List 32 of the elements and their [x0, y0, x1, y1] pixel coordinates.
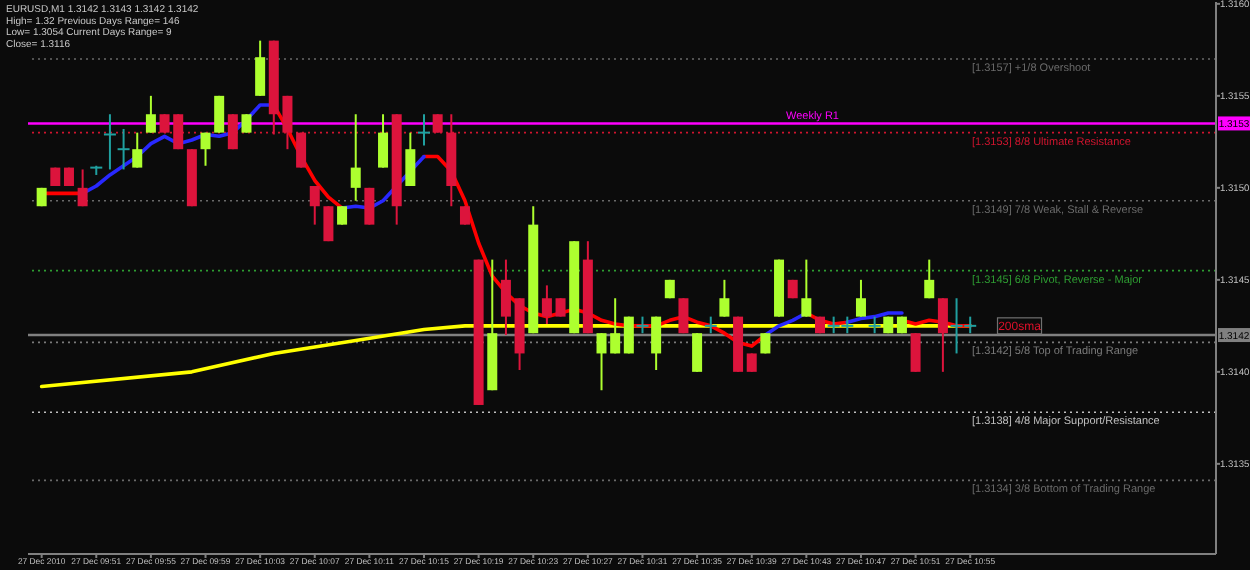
- candlestick: [500, 258, 511, 337]
- candlestick: [200, 131, 211, 167]
- candlestick: [405, 131, 416, 187]
- candlestick: [378, 113, 389, 169]
- candlestick: [255, 39, 266, 97]
- candlestick: [459, 205, 470, 226]
- candlestick: [924, 258, 935, 300]
- candlestick: [555, 297, 566, 318]
- candlestick: [910, 332, 921, 373]
- candlestick: [417, 113, 431, 147]
- candlestick: [746, 352, 757, 373]
- candlestick: [77, 168, 88, 208]
- candlestick: [337, 205, 348, 226]
- candlestick: [323, 205, 334, 243]
- candlestick: [541, 284, 552, 325]
- candlestick: [432, 113, 443, 134]
- candlestick: [855, 278, 866, 318]
- candlestick: [364, 186, 375, 226]
- candlestick: [937, 297, 948, 373]
- candlestick: [801, 258, 812, 318]
- candlestick: [692, 332, 703, 373]
- candlestick: [719, 278, 730, 318]
- candlestick: [309, 185, 320, 226]
- candlestick: [145, 94, 156, 134]
- candlestick: [296, 131, 307, 169]
- candlestick: [132, 131, 143, 169]
- candlestick: [350, 113, 361, 202]
- candlestick: [227, 113, 238, 151]
- candlestick: [241, 113, 252, 134]
- candlestick: [214, 94, 225, 134]
- candlestick: [651, 315, 662, 371]
- candlestick: [678, 297, 689, 335]
